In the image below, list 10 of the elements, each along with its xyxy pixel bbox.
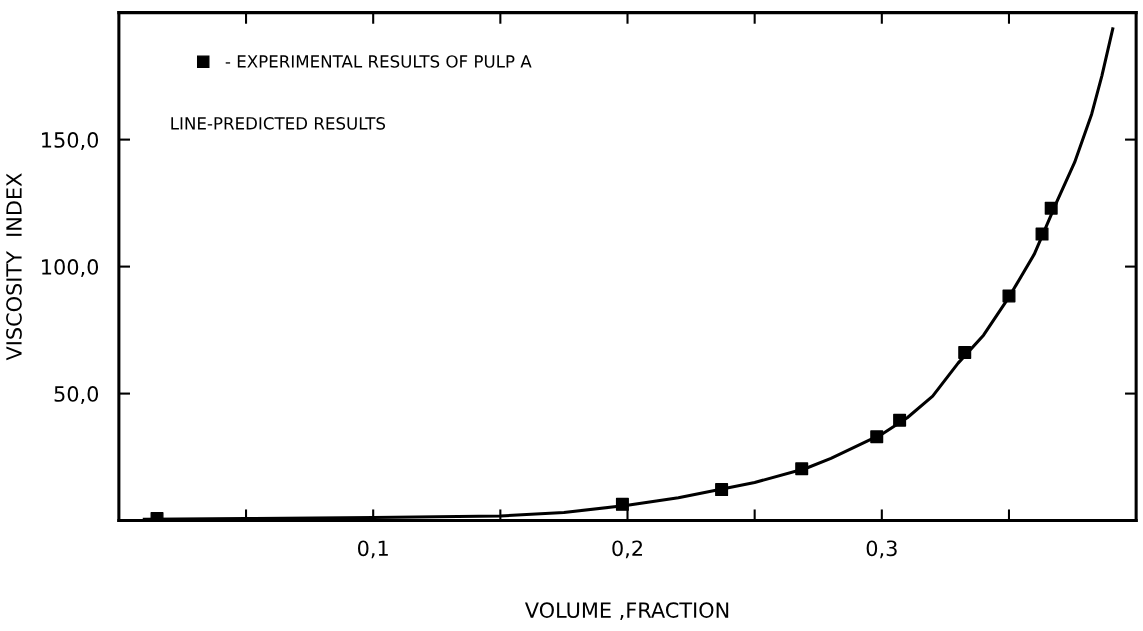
- y-axis-title: VISCOSITY INDEX: [6, 173, 22, 361]
- legend-label: - EXPERIMENTAL RESULTS OF PULP A: [225, 55, 532, 68]
- x-axis-title: VOLUME ,FRACTION: [524, 602, 729, 621]
- x-tick-label: 0,2: [612, 540, 642, 559]
- x-tick-label: 0,1: [358, 540, 388, 559]
- annotation: LINE-PREDICTED RESULTS: [171, 117, 386, 130]
- y-tick-label: 50,0: [54, 386, 99, 404]
- y-tick-label: 100,0: [42, 259, 99, 277]
- x-tick-label: 0,3: [866, 540, 897, 559]
- y-tick-label: 150,0: [42, 132, 99, 150]
